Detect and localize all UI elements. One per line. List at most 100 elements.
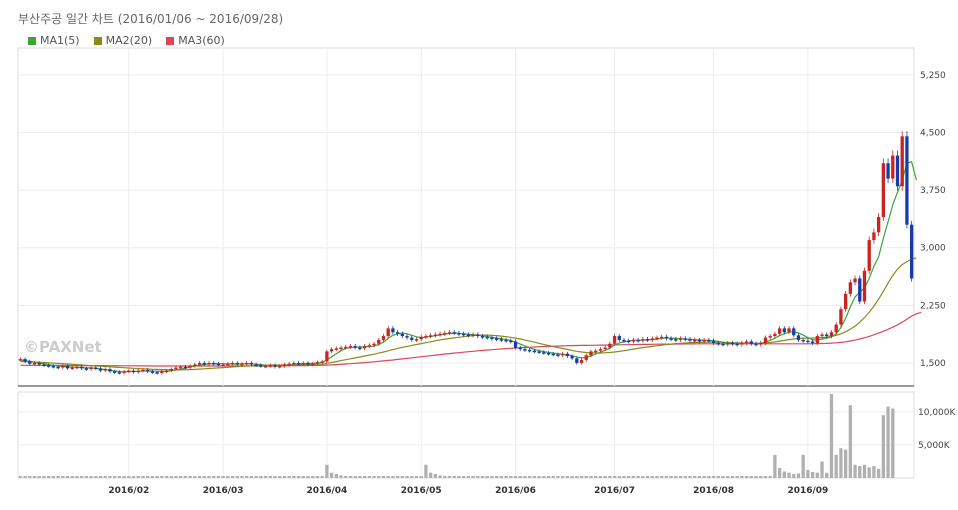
candle-body — [131, 370, 136, 373]
volume-bar — [787, 472, 791, 478]
volume-bar — [471, 476, 475, 478]
candle-body — [23, 359, 27, 362]
volume-bar — [683, 476, 687, 478]
volume-bar — [669, 476, 673, 478]
candle-body — [509, 340, 513, 343]
candle-body — [730, 342, 735, 345]
candle-body — [136, 370, 140, 373]
candle-body — [42, 364, 46, 366]
candle-body — [160, 371, 164, 373]
volume-bar — [296, 476, 301, 478]
candle-body — [622, 339, 626, 342]
volume-bar — [89, 476, 93, 478]
volume-bar — [103, 476, 107, 478]
candle-body — [556, 354, 560, 357]
volume-bar — [796, 473, 801, 478]
candle-body — [32, 362, 37, 365]
volume-bar — [858, 466, 862, 478]
volume-bar — [579, 476, 584, 478]
candle-body — [768, 336, 772, 338]
volume-bar — [721, 476, 725, 478]
volume-bar — [320, 476, 324, 478]
candle-body — [164, 370, 169, 373]
volume-bar — [28, 476, 32, 478]
candle-body — [443, 332, 447, 335]
candle-body — [471, 334, 475, 337]
candle-body — [570, 356, 574, 359]
volume-bar — [617, 476, 621, 478]
candle-body — [113, 371, 117, 373]
legend-label-ma3: MA3(60) — [178, 34, 225, 47]
candle-body — [410, 337, 414, 340]
candle-body — [909, 224, 914, 279]
candle-body — [777, 328, 782, 334]
candle-body — [197, 362, 202, 365]
ma2-line — [20, 257, 917, 371]
candle-body — [141, 369, 145, 372]
candle-body — [395, 332, 400, 334]
chart-title: 부산주공 일간 차트 (2016/01/06 ~ 2016/09/28) — [18, 12, 284, 26]
candle-body — [806, 340, 810, 343]
volume-bar — [447, 476, 452, 478]
volume-bar — [395, 476, 400, 478]
volume-bar — [188, 476, 192, 478]
legend-item-ma2[interactable]: MA2(20) — [93, 34, 152, 47]
month-label: 2016/06 — [495, 486, 536, 496]
volume-bar — [452, 476, 456, 478]
candle-body — [315, 362, 320, 364]
candle-body — [645, 339, 650, 341]
candle-body — [466, 334, 471, 337]
candle-body — [740, 342, 744, 345]
volume-bar — [325, 464, 329, 478]
volume-bar — [311, 476, 315, 478]
candle-body — [325, 351, 329, 362]
candle-body — [235, 362, 239, 365]
volume-bar — [584, 476, 588, 478]
candle-body — [655, 337, 659, 340]
candle-body — [344, 346, 348, 349]
legend-item-ma3[interactable]: MA3(60) — [166, 34, 225, 47]
volume-bar — [575, 476, 579, 478]
volume-bar — [763, 476, 768, 478]
volume-bar — [777, 468, 782, 478]
legend-swatch-ma3 — [166, 36, 175, 45]
volume-tick-label: 10,000K — [918, 408, 956, 418]
candle-body — [711, 340, 716, 343]
volume-bar — [254, 476, 258, 478]
candle-body — [207, 362, 211, 365]
volume-bar — [476, 476, 480, 478]
volume-bar — [603, 476, 607, 478]
candle-body — [702, 339, 706, 342]
volume-bar — [810, 472, 815, 478]
candle-body — [674, 339, 678, 341]
volume-bar — [631, 476, 636, 478]
volume-bar — [37, 476, 41, 478]
volume-bar — [612, 476, 617, 478]
volume-bar — [726, 476, 730, 478]
candle-body — [414, 339, 419, 341]
candle-body — [278, 366, 282, 368]
volume-bar — [193, 476, 197, 478]
volume-bar — [853, 464, 857, 478]
volume-bar — [245, 476, 249, 478]
ma3-line — [20, 311, 922, 367]
candle-body — [183, 366, 188, 369]
candle-body — [528, 349, 532, 352]
volume-bar — [70, 476, 74, 478]
candle-body — [895, 155, 900, 187]
candle-body — [782, 328, 786, 333]
volume-bar — [716, 476, 720, 478]
volume-bar — [174, 476, 178, 478]
candle-body — [245, 362, 249, 365]
volume-bar — [179, 476, 183, 478]
legend-item-ma1[interactable]: MA1(5) — [28, 34, 80, 47]
candle-body — [179, 366, 183, 369]
volume-bar — [301, 476, 305, 478]
candle-body — [495, 338, 499, 340]
volume-bar — [377, 476, 381, 478]
month-label: 2016/09 — [787, 486, 828, 496]
candle-body — [697, 339, 702, 342]
volume-bar — [358, 476, 362, 478]
volume-bar — [509, 476, 513, 478]
candle-body — [320, 361, 324, 363]
